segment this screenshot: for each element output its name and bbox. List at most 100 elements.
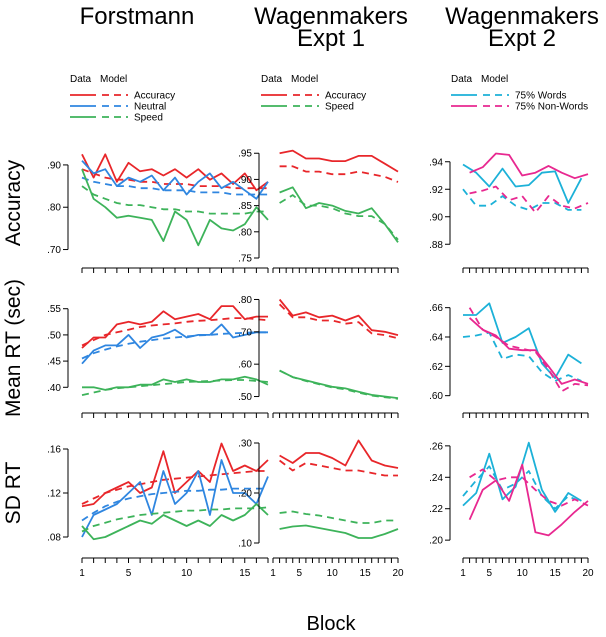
- column-title-3: Wagenmakers: [445, 3, 599, 30]
- y-tick-label: .95: [238, 149, 252, 160]
- x-tick-label: 5: [487, 568, 493, 579]
- y-tick-label: .70: [47, 245, 61, 256]
- column-title-3-line2: Expt 2: [488, 25, 556, 52]
- series-line-accuracy-data: [279, 439, 399, 469]
- y-tick-label: .90: [429, 212, 443, 223]
- panel-Forstmann-Accuracy: .70 .80 .90: [47, 153, 269, 273]
- column-title-2: Wagenmakers: [254, 3, 408, 30]
- series-line-neutral-model: [81, 331, 268, 360]
- y-tick-label: .12: [47, 489, 61, 500]
- x-tick-label: 5: [126, 568, 132, 579]
- panel-Expt2-SDRT: .20.22.24.261 5 10 15 20: [429, 441, 594, 579]
- series-line-speed-model: [279, 369, 399, 400]
- legend-header-model: Model: [291, 74, 318, 85]
- panel-Expt1-MeanRT: .50 .60 .70 .80: [238, 295, 399, 418]
- y-tick-label: .90: [47, 160, 61, 171]
- series-line-accuracy-data: [81, 153, 269, 192]
- series-line-neutral-model: [81, 176, 268, 196]
- y-tick-label: .85: [238, 201, 252, 212]
- legend-header-data: Data: [70, 74, 92, 85]
- y-tick-label: .55: [47, 304, 61, 315]
- panel-Expt1-SDRT: .10 .20 .30 1 5 10 15 20: [238, 439, 404, 580]
- x-tick-label: 10: [181, 568, 193, 579]
- series-line-accuracy-model: [81, 470, 268, 505]
- x-tick-label: 10: [327, 568, 339, 579]
- series-line-accuracy-model: [279, 459, 398, 477]
- y-tick-label: .92: [429, 185, 443, 196]
- legend-label: Accuracy: [325, 91, 366, 102]
- y-tick-label: .10: [238, 539, 252, 550]
- series-line-speed-data: [279, 186, 399, 243]
- y-tick-label: .80: [238, 227, 252, 238]
- x-tick-label: 1: [79, 568, 85, 579]
- y-tick-label: .08: [47, 533, 61, 544]
- legend-label: Speed: [134, 113, 163, 124]
- series-line-speed-data: [81, 168, 269, 247]
- y-tick-label: .60: [238, 360, 252, 371]
- y-tick-label: .20: [429, 536, 443, 547]
- series-line-neutral-data: [81, 459, 269, 538]
- legend-label: Speed: [325, 102, 354, 113]
- y-tick-label: .60: [429, 391, 443, 402]
- row-label-1: Accuracy: [2, 159, 25, 246]
- y-tick-label: .70: [238, 327, 252, 338]
- series-line-accuracy-data: [81, 442, 269, 508]
- legend-label: Accuracy: [134, 91, 175, 102]
- y-tick-label: .16: [47, 445, 61, 456]
- y-tick-label: .80: [47, 203, 61, 214]
- y-tick-label: .80: [238, 295, 252, 306]
- y-tick-label: .26: [429, 441, 443, 452]
- series-line-accuracy-model: [81, 168, 268, 190]
- series-line-75-words-model: [462, 331, 582, 382]
- series-line-speed-data: [279, 524, 399, 539]
- column-title-2-line2: Expt 1: [297, 25, 365, 52]
- series-line-75-non-words-model: [468, 307, 589, 393]
- y-tick-label: .45: [47, 357, 61, 368]
- series-line-75-non-words-data: [468, 463, 589, 537]
- series-line-neutral-data: [81, 160, 269, 200]
- series-line-accuracy-data: [81, 305, 268, 349]
- y-tick-label: .20: [238, 489, 252, 500]
- legend-header-model: Model: [481, 74, 508, 85]
- y-tick-label: .40: [47, 383, 61, 394]
- panel-Forstmann-MeanRT: .40 .45 .50 .55: [47, 304, 269, 418]
- x-tick-label: 15: [550, 568, 562, 579]
- column-title-1: Forstmann: [80, 3, 195, 30]
- legend-header-data: Data: [261, 74, 283, 85]
- y-tick-label: .94: [429, 157, 443, 168]
- series-line-neutral-data: [81, 323, 268, 365]
- x-tick-label: 1: [460, 568, 466, 579]
- series-line-75-words-model: [462, 465, 582, 510]
- series-line-accuracy-model: [279, 165, 399, 183]
- series-line-speed-model: [81, 506, 269, 533]
- series-line-75-words-data: [462, 163, 583, 204]
- panel-Expt2-Accuracy: .88 .90 .92 .94: [429, 152, 589, 273]
- series-line-accuracy-data: [278, 298, 399, 336]
- x-tick-label: 15: [360, 568, 372, 579]
- x-tick-label: 20: [392, 568, 404, 579]
- y-tick-label: .90: [238, 175, 252, 186]
- row-label-3: SD RT: [2, 462, 25, 525]
- y-tick-label: .50: [238, 392, 252, 403]
- series-line-75-non-words-model: [469, 185, 589, 214]
- y-tick-label: .62: [429, 362, 443, 373]
- series-line-speed-model: [81, 185, 268, 215]
- series-line-accuracy-data: [279, 149, 399, 173]
- y-tick-label: .24: [429, 473, 443, 484]
- x-axis-label: Block: [307, 613, 357, 635]
- series-line-75-words-data: [463, 302, 582, 380]
- legend-label: Neutral: [134, 102, 166, 113]
- series-line-neutral-model: [81, 487, 268, 522]
- panel-Expt1-Accuracy: .75 .80 .85 .90 .95: [238, 149, 399, 273]
- legend-header-data: Data: [451, 74, 473, 85]
- x-tick-label: 15: [239, 568, 251, 579]
- y-tick-label: .64: [429, 333, 443, 344]
- y-tick-label: .50: [47, 330, 61, 341]
- panel-Expt2-MeanRT: .60 .62 .64 .66: [429, 302, 589, 418]
- panel-Forstmann-SDRT: .08.12.161 5 10 15: [47, 442, 269, 579]
- x-tick-label: 1: [270, 568, 276, 579]
- y-tick-label: .66: [429, 303, 443, 314]
- y-tick-label: .30: [238, 439, 252, 450]
